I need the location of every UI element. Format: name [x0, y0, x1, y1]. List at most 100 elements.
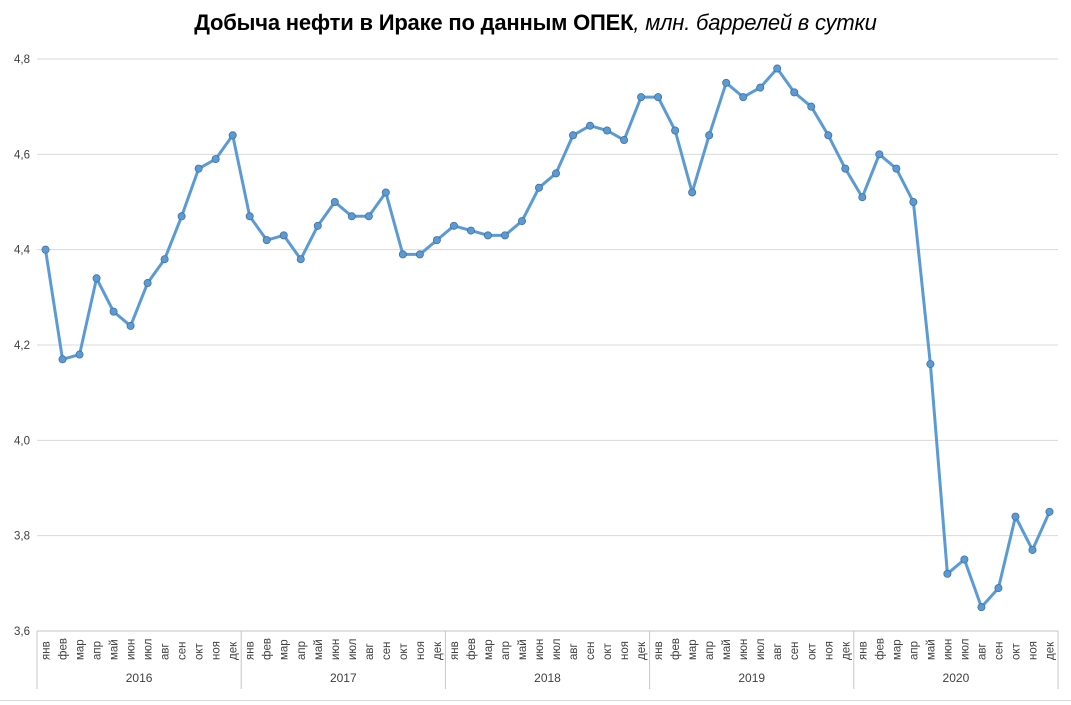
data-point-marker — [569, 131, 578, 140]
x-axis-month-label: июл — [551, 638, 563, 660]
x-axis-month-label: фев — [670, 638, 682, 660]
data-point-marker — [824, 131, 833, 140]
data-point-marker — [313, 221, 322, 230]
x-axis-month-label: май — [313, 639, 325, 660]
data-point-marker — [483, 231, 492, 240]
data-point-marker — [637, 93, 646, 102]
data-point-marker — [739, 93, 748, 102]
data-point-marker — [943, 569, 952, 578]
x-axis-year-label: 2019 — [738, 671, 765, 685]
x-axis-month-label: окт — [602, 642, 614, 660]
x-axis-month-label: май — [517, 639, 529, 660]
data-point-marker — [807, 102, 816, 111]
x-axis-month-label: мар — [891, 639, 903, 660]
data-point-marker — [1045, 507, 1054, 516]
y-axis-tick-label: 3,6 — [14, 626, 30, 638]
x-axis-year-label: 2017 — [330, 671, 357, 685]
x-axis-month-label: дек — [432, 641, 444, 660]
data-point-marker — [790, 88, 799, 97]
x-axis-month-label: дек — [840, 641, 852, 660]
y-axis-tick-label: 4,4 — [14, 245, 31, 257]
data-point-marker — [534, 183, 543, 192]
data-point-marker — [449, 221, 458, 230]
data-point-marker — [654, 93, 663, 102]
x-axis-month-label: янв — [41, 641, 53, 660]
data-point-marker — [109, 307, 118, 316]
x-axis-month-label: авг — [976, 643, 988, 660]
x-axis-month-label: окт — [1010, 642, 1022, 660]
y-axis-tick-label: 4,6 — [14, 149, 30, 161]
y-axis-tick-label: 4,8 — [14, 54, 30, 66]
data-point-marker — [552, 169, 561, 178]
data-point-marker — [211, 155, 220, 164]
x-axis-month-label: фев — [58, 638, 70, 660]
x-axis-month-label: окт — [194, 642, 206, 660]
x-axis-month-label: дек — [1044, 641, 1056, 660]
chart-title-unit: , млн. баррелей в сутки — [633, 10, 877, 35]
x-axis-month-label: июл — [143, 638, 155, 660]
data-point-marker — [603, 126, 612, 135]
x-axis-month-label: апр — [500, 641, 512, 660]
data-point-marker — [858, 193, 867, 202]
x-axis-month-label: май — [109, 639, 121, 660]
x-axis-month-label: июл — [959, 638, 971, 660]
x-axis-month-label: окт — [806, 642, 818, 660]
x-axis-month-label: июн — [942, 639, 954, 660]
x-axis-month-label: ноя — [415, 641, 427, 660]
data-point-marker — [41, 245, 50, 254]
data-point-marker — [58, 355, 67, 364]
chart-title-main: Добыча нефти в Ираке по данным ОПЕК — [194, 10, 634, 35]
data-point-marker — [994, 584, 1003, 593]
x-axis-month-label: авг — [772, 643, 784, 660]
x-axis-month-label: май — [925, 639, 937, 660]
data-point-marker — [875, 150, 884, 159]
data-point-marker — [688, 188, 697, 197]
x-axis-month-label: апр — [92, 641, 104, 660]
data-point-marker — [228, 131, 237, 140]
y-axis-tick-label: 3,8 — [14, 531, 30, 543]
data-point-marker — [296, 255, 305, 264]
x-axis-month-label: сен — [789, 642, 801, 661]
data-point-marker — [756, 83, 765, 92]
x-axis-month-label: мар — [483, 639, 495, 660]
x-axis-month-label: янв — [857, 641, 869, 660]
data-point-marker — [892, 164, 901, 173]
x-axis-year-label: 2016 — [126, 671, 153, 685]
data-point-marker — [75, 350, 84, 359]
x-axis-year-label: 2020 — [943, 671, 970, 685]
x-axis-month-label: авг — [364, 643, 376, 660]
x-axis-month-label: фев — [262, 638, 274, 660]
data-point-marker — [960, 555, 969, 564]
series-line — [44, 67, 1051, 609]
data-point-marker — [705, 131, 714, 140]
data-point-marker — [330, 197, 339, 206]
x-axis-month-label: апр — [296, 641, 308, 660]
data-point-marker — [245, 212, 254, 221]
data-point-marker — [398, 250, 407, 259]
chart-title: Добыча нефти в Ираке по данным ОПЕК, млн… — [0, 10, 1071, 36]
data-point-marker — [381, 188, 390, 197]
data-point-marker — [194, 164, 203, 173]
data-point-marker — [143, 279, 152, 288]
x-axis-month-label: янв — [449, 641, 461, 660]
x-axis-month-label: ноя — [619, 641, 631, 660]
data-point-marker — [262, 236, 271, 245]
data-point-marker — [279, 231, 288, 240]
data-point-marker — [364, 212, 373, 221]
x-axis-month-label: май — [721, 639, 733, 660]
data-point-marker — [517, 217, 526, 226]
x-axis-month-label: апр — [908, 641, 920, 660]
x-axis-month-label: дек — [228, 641, 240, 660]
x-axis-month-label: июн — [330, 639, 342, 660]
data-point-marker — [177, 212, 186, 221]
x-axis-month-label: фев — [466, 638, 478, 660]
x-axis-month-label: сен — [381, 642, 393, 661]
x-axis-month-label: июл — [755, 638, 767, 660]
x-axis-month-label: янв — [245, 641, 257, 660]
data-point-marker — [500, 231, 509, 240]
data-point-marker — [909, 197, 918, 206]
data-point-marker — [92, 274, 101, 283]
x-axis-month-label: мар — [279, 639, 291, 660]
x-axis-month-label: ноя — [211, 641, 223, 660]
